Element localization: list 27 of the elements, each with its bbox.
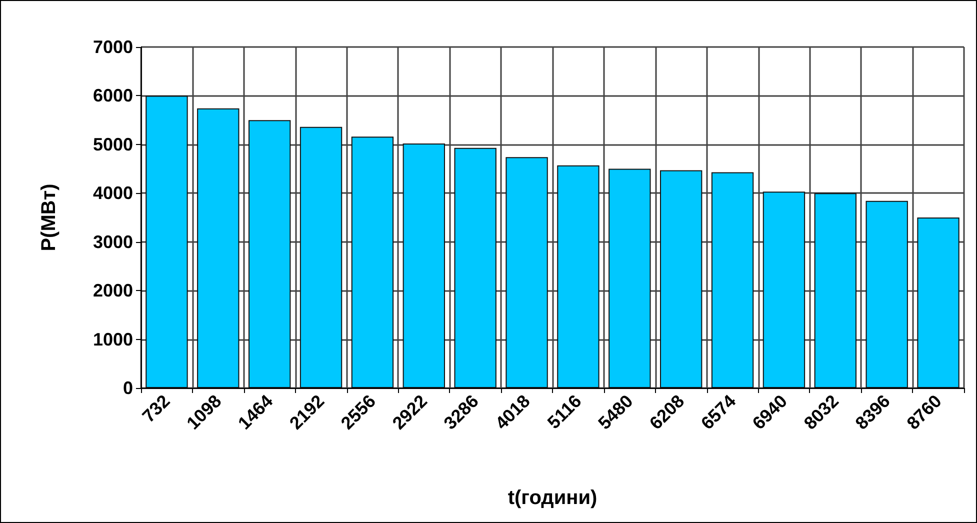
- bar: [557, 165, 600, 388]
- y-tick-label: 5000: [92, 134, 133, 154]
- bar: [917, 218, 960, 388]
- y-axis-title: P(MBт): [38, 184, 60, 252]
- y-tick-label: 4000: [92, 183, 133, 204]
- bar: [711, 172, 754, 388]
- y-tick-label: 7000: [92, 37, 133, 57]
- bar: [660, 170, 702, 388]
- bar: [300, 126, 342, 388]
- bar: [866, 200, 908, 388]
- y-tick-label: 1000: [92, 329, 133, 350]
- bar: [814, 193, 856, 388]
- y-tick-label: 0: [122, 378, 133, 398]
- bar: [146, 96, 188, 388]
- y-tick-label: 3000: [92, 232, 133, 252]
- x-tick-label: 732: [138, 390, 174, 426]
- bar: [248, 120, 291, 388]
- y-tick-label: 2000: [92, 280, 133, 301]
- y-tick-label: 6000: [92, 86, 133, 106]
- bar: [608, 168, 651, 388]
- bar: [454, 148, 496, 388]
- x-axis-title: t(години): [508, 487, 598, 509]
- bar: [762, 192, 806, 388]
- bar: [506, 157, 548, 388]
- bar: [351, 136, 394, 388]
- bar: [402, 143, 445, 388]
- bar: [197, 108, 240, 388]
